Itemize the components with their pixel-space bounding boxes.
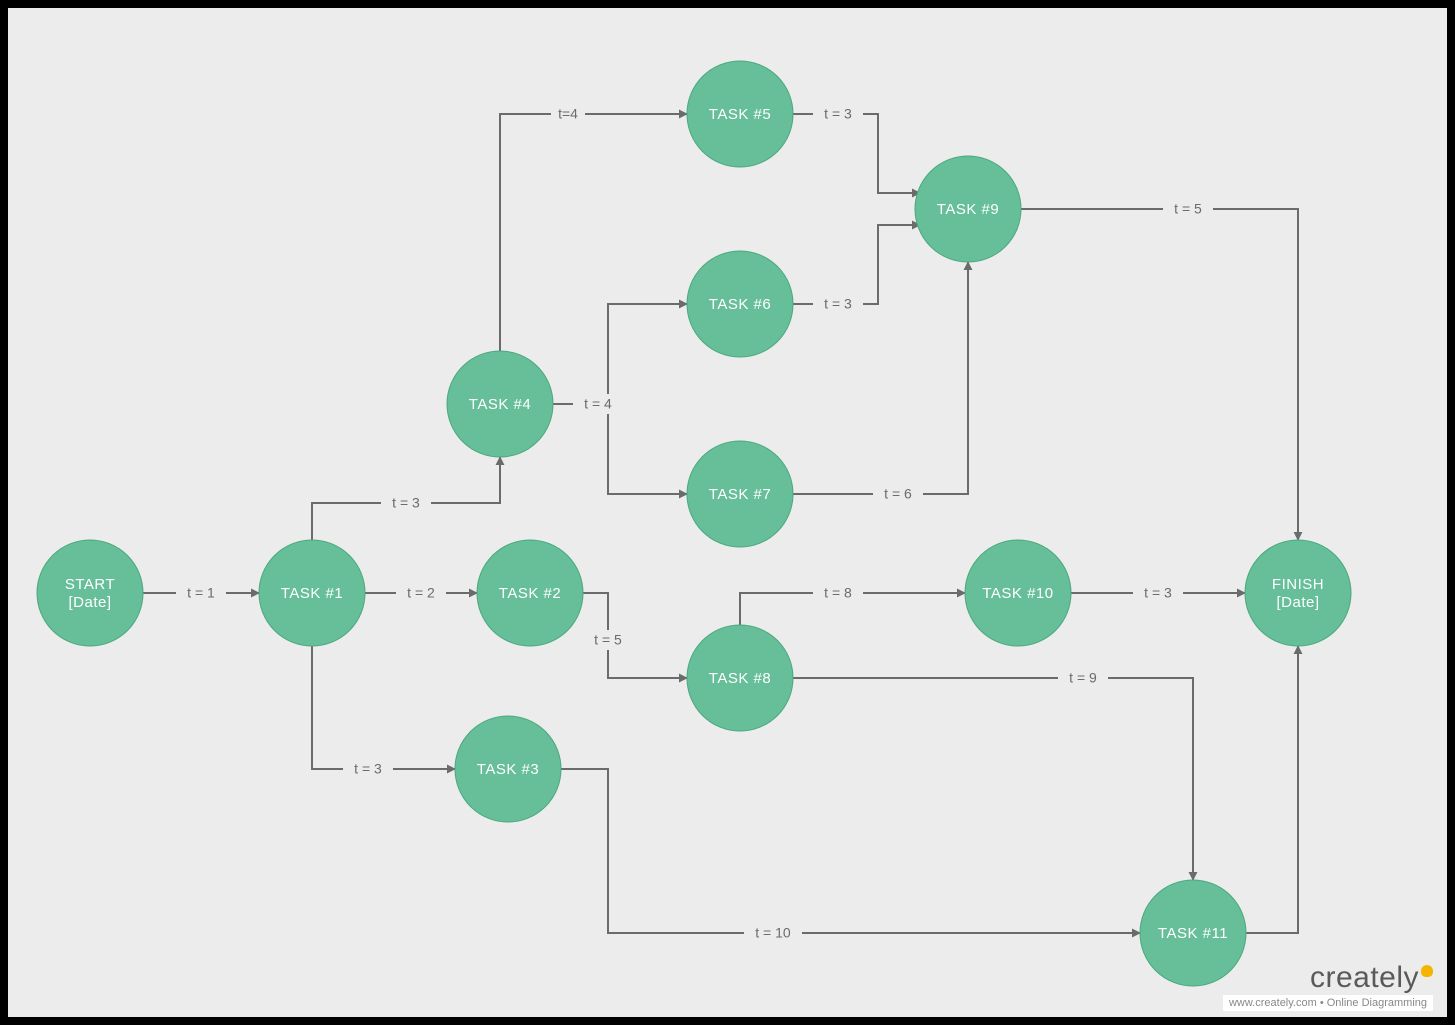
bulb-icon <box>1421 965 1433 977</box>
edge-label-t6-t9: t = 3 <box>824 296 852 312</box>
node-t3[interactable]: TASK #3 <box>455 716 561 822</box>
node-label-t4-0: TASK #4 <box>469 396 531 413</box>
node-t5[interactable]: TASK #5 <box>687 61 793 167</box>
node-label-t5-0: TASK #5 <box>709 106 771 123</box>
node-label-t6-0: TASK #6 <box>709 296 771 313</box>
node-t7[interactable]: TASK #7 <box>687 441 793 547</box>
diagram-frame: t = 1 t = 2 t = 3 t = 3 t=4 t = 4 t = 3 t = 3 t … <box>0 0 1455 1025</box>
edge-label-t8-t11: t = 9 <box>1069 670 1097 686</box>
edge-label-t2-t8: t = 5 <box>594 632 622 648</box>
node-label-t11-0: TASK #11 <box>1158 925 1228 942</box>
node-start[interactable]: START[Date] <box>37 540 143 646</box>
node-label-t2-0: TASK #2 <box>499 585 561 602</box>
edge-label-t10-finish: t = 3 <box>1144 585 1172 601</box>
edge-label-t3-t11: t = 10 <box>755 925 791 941</box>
edge-label-t9-finish: t = 5 <box>1174 201 1202 217</box>
node-label-start-0: START <box>65 576 115 593</box>
node-label-t7-0: TASK #7 <box>709 486 771 503</box>
node-t2[interactable]: TASK #2 <box>477 540 583 646</box>
node-t9[interactable]: TASK #9 <box>915 156 1021 262</box>
node-label-t8-0: TASK #8 <box>709 670 771 687</box>
edge-label-t8-t10: t = 8 <box>824 585 852 601</box>
edge-label-t1-t3: t = 3 <box>354 761 382 777</box>
node-t6[interactable]: TASK #6 <box>687 251 793 357</box>
edge-label-t4-t5: t=4 <box>558 106 578 122</box>
branding: creately www.creately.com • Online Diagr… <box>1223 961 1433 1011</box>
brand-logo: creately <box>1223 961 1433 995</box>
node-t4[interactable]: TASK #4 <box>447 351 553 457</box>
node-label-t9-0: TASK #9 <box>937 201 999 218</box>
brand-tagline: www.creately.com • Online Diagramming <box>1223 995 1433 1011</box>
node-t1[interactable]: TASK #1 <box>259 540 365 646</box>
edge-label-start-t1: t = 1 <box>187 585 215 601</box>
node-label-start-1: [Date] <box>68 594 111 611</box>
node-t8[interactable]: TASK #8 <box>687 625 793 731</box>
node-label-finish-1: [Date] <box>1276 594 1319 611</box>
node-label-t10-0: TASK #10 <box>982 585 1053 602</box>
edge-label-t4-t7: t = 4 <box>584 396 612 412</box>
node-label-t3-0: TASK #3 <box>477 761 539 778</box>
brand-logo-text: creately <box>1310 961 1419 994</box>
node-label-t1-0: TASK #1 <box>281 585 343 602</box>
edge-label-t7-t9: t = 6 <box>884 486 912 502</box>
node-t10[interactable]: TASK #10 <box>965 540 1071 646</box>
edge-label-t5-t9: t = 3 <box>824 106 852 122</box>
edge-label-t1-t4: t = 3 <box>392 495 420 511</box>
edge-label-t1-t2: t = 2 <box>407 585 435 601</box>
diagram-canvas: t = 1 t = 2 t = 3 t = 3 t=4 t = 4 t = 3 t = 3 t … <box>8 8 1447 1017</box>
node-finish[interactable]: FINISH[Date] <box>1245 540 1351 646</box>
node-label-finish-0: FINISH <box>1272 576 1324 593</box>
